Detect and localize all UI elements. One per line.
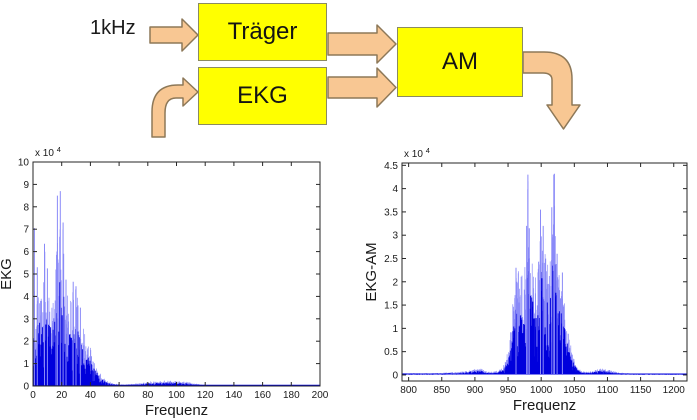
svg-text:1100: 1100 [597,385,619,396]
svg-text:800: 800 [400,385,417,396]
svg-text:0: 0 [23,382,29,393]
svg-text:0: 0 [30,390,36,401]
svg-text:4.5: 4.5 [384,161,398,172]
arrow-ekg-input-curved-icon [151,77,199,138]
svg-text:EKG: EKG [0,258,15,290]
svg-text:3.5: 3.5 [384,207,398,218]
svg-text:900: 900 [467,385,484,396]
block-ekg: EKG [198,67,327,125]
svg-text:8: 8 [23,202,29,213]
svg-text:20: 20 [56,390,68,401]
svg-text:3: 3 [392,231,398,242]
arrow-ekg-to-am-icon [327,67,397,108]
svg-text:4: 4 [23,292,29,303]
svg-text:1050: 1050 [563,385,586,396]
svg-text:2: 2 [392,277,398,288]
svg-text:0.5: 0.5 [384,347,398,358]
block-traeger: Träger [198,3,327,61]
svg-text:6: 6 [23,247,29,258]
input-frequency-label: 1kHz [90,17,136,39]
ekg-spectrum-chart: 0 20 40 60 80 100 120 140 160 180 200 0 1 2 3 4 5 6 7 8 9 10 F… [0,145,329,419]
svg-text:10: 10 [18,158,30,169]
block-traeger-label: Träger [227,18,298,45]
svg-text:60: 60 [114,390,126,401]
svg-text:120: 120 [197,390,214,401]
svg-text:200: 200 [312,390,329,401]
svg-text:950: 950 [500,385,517,396]
svg-text:1: 1 [23,359,29,370]
svg-text:1200: 1200 [663,385,686,396]
block-am-label: AM [442,48,478,75]
svg-text:7: 7 [23,225,29,236]
block-ekg-label: EKG [237,82,288,109]
svg-text:1000: 1000 [530,385,553,396]
svg-text:80: 80 [142,390,154,401]
svg-text:Frequenz: Frequenz [145,402,208,419]
svg-text:x 10 4: x 10 4 [35,145,61,159]
svg-text:x 10 4: x 10 4 [404,146,430,160]
svg-text:EKG-AM: EKG-AM [363,242,380,301]
svg-text:3: 3 [23,314,29,325]
svg-text:850: 850 [433,385,450,396]
svg-text:1: 1 [392,324,398,335]
ekg-am-spectrum-chart: 800 850 900 950 1000 1050 1100 1150 1200 0 0.5 1 1.5… [363,146,688,414]
arrow-traeger-to-am-icon [327,24,397,64]
svg-text:140: 140 [226,390,243,401]
svg-text:180: 180 [283,390,300,401]
svg-text:160: 160 [254,390,271,401]
arrow-am-output-curved-icon [522,51,581,130]
block-am: AM [397,27,523,97]
svg-text:Frequenz: Frequenz [513,397,576,414]
svg-text:1.5: 1.5 [384,301,398,312]
svg-text:2: 2 [23,337,29,348]
svg-text:100: 100 [168,390,185,401]
svg-text:40: 40 [85,390,97,401]
arrow-1khz-to-traeger-icon [149,18,199,52]
svg-text:4: 4 [392,184,398,195]
svg-text:0: 0 [392,370,398,381]
svg-text:2.5: 2.5 [384,254,398,265]
svg-text:5: 5 [23,270,29,281]
diagram-arrows-layer [149,18,581,138]
svg-text:9: 9 [23,180,29,191]
svg-text:1150: 1150 [630,385,652,396]
